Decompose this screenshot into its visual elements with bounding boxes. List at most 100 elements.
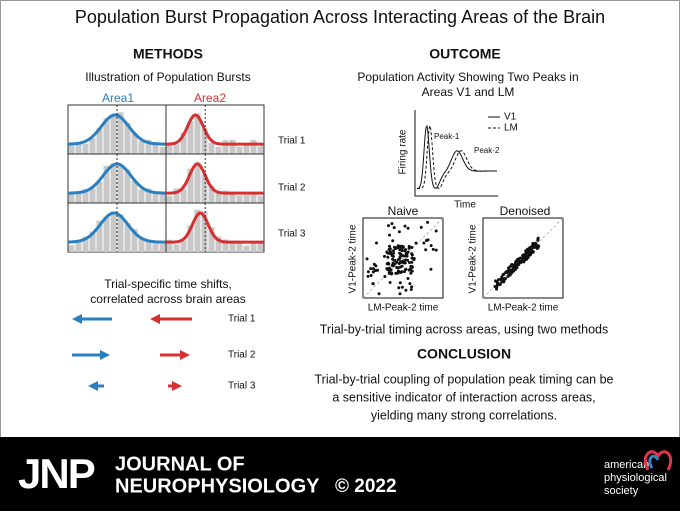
histogram-bar: [194, 209, 201, 252]
scatter-dot: [395, 260, 399, 264]
scatter-dot: [398, 292, 402, 296]
trial-label: Trial 2: [278, 183, 306, 194]
scatter-dot: [403, 249, 407, 253]
histogram-bar: [103, 165, 110, 203]
journal-name: NEUROPHYSIOLOGY: [115, 475, 320, 497]
burst-curve: [166, 211, 264, 244]
scatter-dot: [525, 248, 529, 252]
scatter-dot: [530, 248, 534, 252]
scatter-dot: [387, 233, 391, 237]
scatter-dot: [366, 274, 370, 278]
histogram-bar: [166, 143, 173, 154]
shifts-text: correlated across brain areas: [90, 292, 245, 306]
histogram-bar: [110, 211, 117, 252]
arrow-head: [150, 314, 160, 324]
trial-label: Trial 1: [228, 314, 256, 325]
scatter-dot: [414, 241, 418, 245]
outcome-subtitle: Areas V1 and LM: [422, 85, 515, 99]
histogram-bar: [250, 243, 257, 252]
methods-heading: METHODS: [133, 46, 203, 62]
conclusion-text: yielding many strong correlations.: [371, 408, 557, 422]
histogram-bar: [145, 240, 152, 252]
scatter-dot: [389, 268, 393, 272]
x-axis-label: Time: [454, 200, 476, 211]
scatter-dot: [422, 241, 426, 245]
scatter-dot: [410, 269, 414, 273]
legend-label: LM: [504, 123, 518, 134]
scatter-dot: [495, 283, 499, 287]
outcome-heading: OUTCOME: [429, 46, 501, 62]
scatter-dot: [397, 261, 401, 265]
scatter-plots: [362, 217, 564, 299]
histogram-bar: [173, 244, 180, 252]
arrow-head: [88, 381, 98, 391]
scatter-dot: [372, 262, 376, 266]
society-name: society: [604, 485, 639, 497]
scatter-dot: [401, 245, 405, 249]
scatter-dot: [531, 241, 535, 245]
histogram-bar: [75, 241, 82, 252]
society-logo: [643, 450, 673, 471]
histogram-bar: [236, 146, 243, 154]
histogram-bar: [68, 193, 75, 203]
histogram-bar: [117, 112, 124, 154]
scatter-dot: [431, 247, 435, 251]
scatter-dot: [388, 244, 392, 248]
burst-curve: [166, 162, 265, 195]
scatter-dot: [536, 245, 540, 249]
histogram-bar: [180, 132, 187, 154]
scatter-dot: [390, 222, 394, 226]
histogram-bar: [145, 188, 152, 203]
scatter-dot: [434, 229, 438, 233]
histogram-bar: [222, 239, 229, 252]
histogram-bar: [68, 143, 75, 154]
histogram-bar: [131, 133, 138, 154]
histogram-bar: [89, 188, 96, 203]
arrow-head: [72, 314, 82, 324]
histogram-bar: [138, 237, 145, 252]
histogram-bar: [159, 147, 166, 154]
footer: [0, 437, 680, 511]
caption: Trial-by-trial timing across areas, usin…: [320, 322, 609, 336]
y-axis-label: Firing rate: [398, 129, 409, 174]
histogram-bar: [257, 242, 264, 252]
scatter-dot: [382, 254, 386, 258]
histogram-bar: [236, 195, 243, 203]
arrow-head: [172, 381, 182, 391]
scatter-title: Naive: [388, 204, 419, 218]
scatter-dot: [366, 270, 370, 274]
scatter-dot: [519, 259, 523, 263]
scatter-dot: [409, 287, 413, 291]
scatter-dot: [389, 252, 393, 256]
histogram-bar: [201, 128, 208, 154]
histogram-bar: [208, 185, 215, 203]
diagonal: [362, 217, 444, 299]
histogram-bar: [208, 227, 215, 252]
arrow-head: [180, 350, 190, 360]
scatter-dot: [385, 267, 389, 271]
histogram-bar: [180, 240, 187, 252]
scatter-dot: [522, 260, 526, 264]
journal-logo: JNP: [18, 450, 95, 497]
histogram-bar: [131, 180, 138, 203]
histogram-bar: [194, 113, 201, 154]
conclusion-text: a sensitive indicator of interaction acr…: [332, 390, 595, 404]
journal-name: JOURNAL OF: [115, 453, 245, 475]
scatter-dot: [390, 272, 394, 276]
histogram-bar: [208, 142, 215, 154]
histogram-bar: [187, 121, 194, 154]
histogram-bar: [173, 144, 180, 154]
scatter-dot: [524, 251, 528, 255]
scatter-dot: [536, 236, 540, 240]
scatter-dot: [371, 282, 375, 286]
histogram-bar: [257, 196, 264, 203]
scatter-dot: [391, 257, 395, 261]
scatter-dot: [509, 264, 513, 268]
histogram-bar: [166, 239, 173, 252]
society-logo: [648, 454, 660, 469]
scatter-dot: [393, 258, 397, 262]
scatter-dot: [407, 244, 411, 248]
histogram-bar: [152, 142, 159, 154]
